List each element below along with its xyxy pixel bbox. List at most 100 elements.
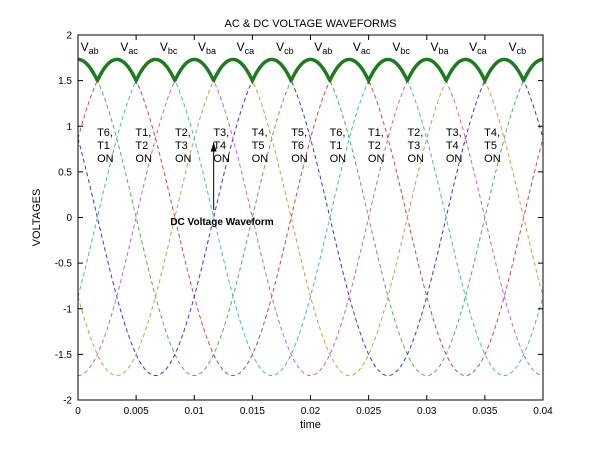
peak-label-main: V [198,40,206,54]
thyristor-label-line3: ON [330,153,347,165]
y-tick-label: -1 [63,304,72,315]
thyristor-label-line3: ON [407,153,424,165]
peak-label-main: V [276,40,284,54]
thyristor-label-line1: T4, [252,127,268,139]
thyristor-label-line2: T5 [252,140,265,152]
thyristor-label-line2: T2 [368,140,381,152]
peak-label-subscript: ac [128,46,138,56]
x-tick-label: 0.025 [356,406,381,417]
peak-label-subscript: ac [361,46,371,56]
peak-label: Vab [314,40,332,56]
peak-label-main: V [509,40,517,54]
x-tick-label: 0.015 [240,406,265,417]
peak-label: Vac [120,40,138,56]
y-tick-label: -2 [63,396,72,407]
dc-line [77,57,544,85]
peak-label-subscript: ca [245,46,255,56]
annotation-layer: DC Voltage Waveform [170,142,274,228]
thyristor-label-line1: T6, [330,127,346,139]
peak-label: Vcb [509,40,527,56]
thyristor-label-line2: T4 [446,140,459,152]
peak-label-main: V [160,40,168,54]
thyristor-label-line2: T3 [175,140,188,152]
peak-label: Vba [198,40,216,56]
y-tick-label: 1 [66,122,72,133]
thyristor-label-line2: T5 [484,140,497,152]
x-tick-label: 0.02 [301,406,321,417]
peak-label-main: V [353,40,361,54]
y-tick-label: -0.5 [55,259,73,270]
thyristor-label-line1: T2, [175,127,191,139]
chart-title: AC & DC VOLTAGE WAVEFORMS [225,18,397,30]
peak-label-main: V [237,40,245,54]
y-tick-label: -1.5 [55,350,73,361]
thyristor-label-line3: ON [175,153,192,165]
thyristor-label-line1: T3, [213,127,229,139]
x-axis-title: time [300,419,321,431]
thyristor-label-line1: T2, [407,127,423,139]
thyristor-label-line3: ON [446,153,463,165]
peak-label: Vbc [392,40,410,56]
y-tick-label: 0 [66,213,72,224]
peak-label: Vba [431,40,449,56]
thyristor-label-line1: T1, [135,127,151,139]
peak-label: Vbc [160,40,178,56]
thyristor-label-line1: T4, [484,127,500,139]
dc-waveform [77,57,544,85]
thyristor-label-line2: T1 [330,140,343,152]
peak-label-main: V [469,40,477,54]
peak-label-main: V [392,40,400,54]
labels-layer: Vab Vac Vbc Vba Vca Vcb Vab Vac Vbc Vba Vca VcbT6,T… [81,40,527,165]
annotation-arrow-head [210,142,217,152]
ac-line-vbc [77,58,544,377]
peak-label-subscript: cb [517,46,527,56]
peak-label-subscript: bc [400,46,410,56]
x-axis-ticks: 0 0.005 0.01 0.015 0.02 0.025 0.03 0.035 0.04 [75,35,553,417]
peak-label: Vca [469,40,487,56]
y-tick-label: 1.5 [58,76,72,87]
x-tick-label: 0.01 [185,406,205,417]
x-tick-label: 0.005 [124,406,149,417]
peak-label-subscript: ca [477,46,487,56]
thyristor-label-line2: T2 [135,140,148,152]
y-tick-label: 0.5 [58,167,72,178]
peak-label-main: V [314,40,322,54]
thyristor-label-line3: ON [135,153,152,165]
thyristor-label-line1: T5, [291,127,307,139]
thyristor-label-line3: ON [291,153,308,165]
peak-label-subscript: ba [206,46,216,56]
y-axis-title: VOLTAGES [31,189,43,247]
thyristor-label-line3: ON [252,153,269,165]
annotation-label: DC Voltage Waveform [170,217,273,228]
peak-label-main: V [431,40,439,54]
peak-label-subscript: ab [89,46,99,56]
thyristor-label-line3: ON [484,153,501,165]
peak-label-main: V [81,40,89,54]
peak-label: Vab [81,40,99,56]
thyristor-label-line2: T4 [213,140,226,152]
thyristor-label-line3: ON [97,153,114,165]
x-tick-label: 0.03 [417,406,437,417]
thyristor-label-line2: T3 [407,140,420,152]
peak-label: Vca [237,40,255,56]
ac-line-vca [77,58,544,377]
thyristor-label-line1: T3, [446,127,462,139]
thyristor-label-line2: T6 [291,140,304,152]
peak-label-subscript: cb [284,46,294,56]
thyristor-label-line1: T6, [97,127,113,139]
y-axis-ticks: 2 1.5 1 0.5 0 -0.5 -1 -1.5 -2 [55,31,543,407]
thyristor-label-line2: T1 [97,140,110,152]
x-tick-label: 0.035 [472,406,497,417]
peak-label-subscript: ba [439,46,449,56]
peak-label: Vac [353,40,371,56]
peak-label-subscript: ab [322,46,332,56]
x-tick-label: 0 [75,406,81,417]
peak-label-subscript: bc [168,46,178,56]
thyristor-label-line1: T1, [368,127,384,139]
thyristor-label-line3: ON [213,153,230,165]
x-tick-label: 0.04 [533,406,553,417]
peak-label: Vcb [276,40,294,56]
peak-label-main: V [120,40,128,54]
y-tick-label: 2 [66,31,72,42]
